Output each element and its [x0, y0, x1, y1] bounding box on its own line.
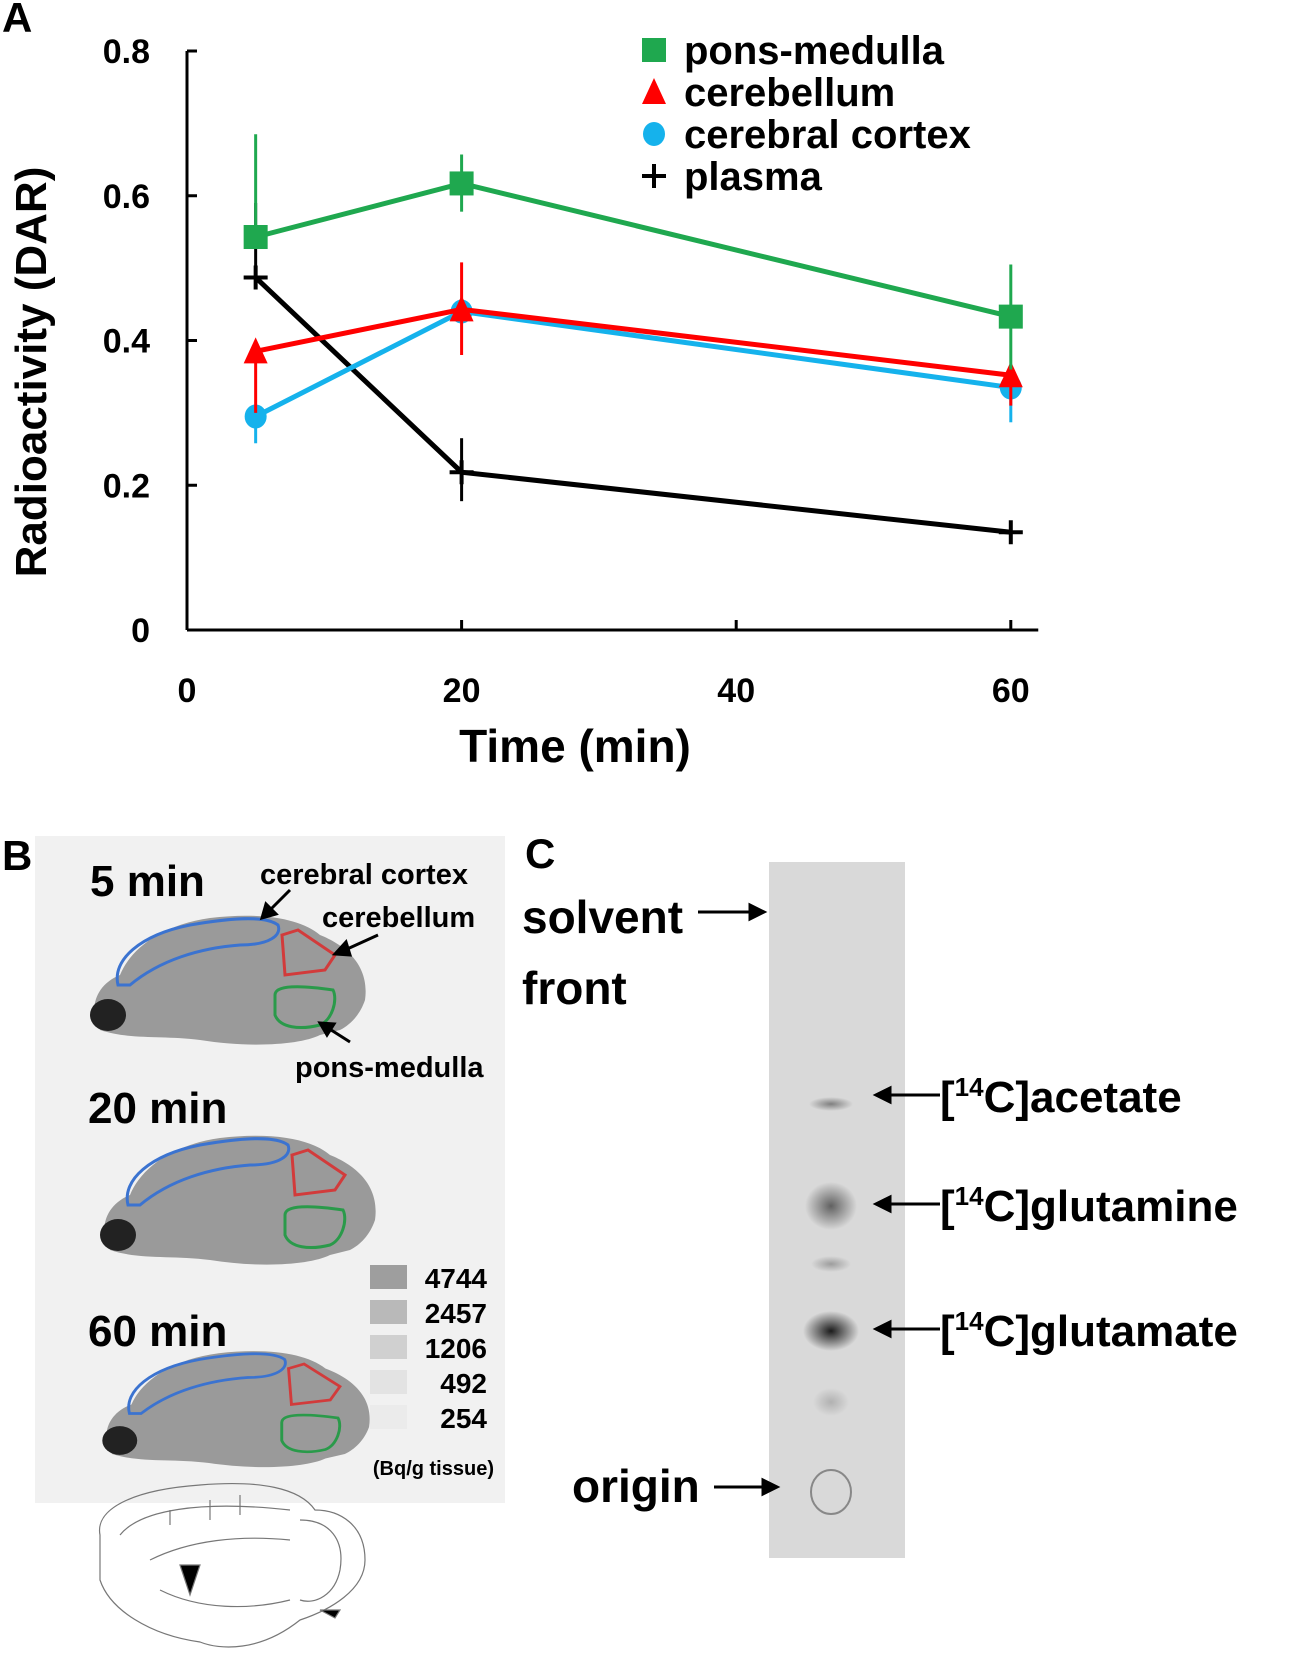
x-tick-label: 60 [992, 672, 1030, 710]
x-tick-label: 40 [717, 672, 755, 710]
brain-atlas-schematic [98, 1482, 366, 1648]
line-chart: 0 0.2 0.4 0.6 0.8 0 20 40 60 Radioactivity (DAR)… [7, 29, 1039, 772]
legend-marker-triangle [642, 78, 666, 104]
scale-value: 254 [440, 1403, 487, 1434]
y-tick-label: 0.2 [103, 467, 150, 505]
origin-label: origin [572, 1460, 700, 1512]
legend-marker-square [642, 38, 666, 62]
region-label-cortex: cerebral cortex [260, 859, 468, 891]
band-label-glutamine: [14C]glutamine [940, 1181, 1238, 1231]
data-point [243, 225, 268, 250]
scale-value: 4744 [425, 1263, 488, 1294]
spot-faint-lower [813, 1388, 849, 1416]
y-tick-label: 0.6 [103, 178, 150, 216]
chart-axes: 0 0.2 0.4 0.6 0.8 0 20 40 60 [103, 33, 1039, 710]
scale-swatch [370, 1405, 407, 1429]
y-axis-label: Radioactivity (DAR) [7, 167, 56, 578]
series-line [255, 306, 1012, 378]
x-axis-label: Time (min) [459, 720, 691, 772]
scale-unit: (Bq/g tissue) [373, 1458, 494, 1480]
data-point [998, 304, 1023, 329]
autoradiograph-panel: 5 min 20 min 60 min cerebral cortex cere… [35, 836, 505, 1648]
data-point [998, 361, 1023, 388]
panel-label-c: C [525, 830, 556, 877]
data-point [243, 265, 268, 290]
data-point [244, 404, 267, 429]
origin-spot [810, 1469, 852, 1515]
legend-label: cerebral cortex [684, 113, 971, 157]
spot-glutamate [803, 1311, 859, 1351]
series-line [253, 275, 1012, 535]
series-plasma [243, 202, 1023, 545]
y-tick-label: 0 [131, 612, 150, 650]
region-label-cerebellum: cerebellum [322, 902, 475, 934]
series-pons-medulla [243, 134, 1023, 370]
legend-marker-plus [642, 164, 666, 188]
x-tick-label: 0 [178, 672, 197, 710]
series-cerebellum [243, 262, 1023, 413]
time-label-60min: 60 min [88, 1307, 227, 1356]
solvent-front-label-line1: solvent [522, 891, 683, 943]
y-tick-label: 0.8 [103, 33, 150, 71]
data-point [449, 460, 474, 485]
series-line [255, 180, 1012, 320]
time-label-20min: 20 min [88, 1084, 227, 1133]
series-cerebral-cortex [244, 299, 1022, 444]
panel-label-a: A [2, 0, 33, 41]
panel-label-b: B [2, 832, 33, 879]
data-point [998, 520, 1023, 545]
data-point [449, 171, 474, 196]
data-point [449, 295, 474, 322]
legend-label: plasma [684, 155, 823, 199]
scale-swatch [370, 1335, 407, 1359]
scale-swatch [370, 1370, 407, 1394]
data-point [243, 337, 268, 364]
band-label-glutamate: [14C]glutamate [940, 1306, 1238, 1356]
x-tick-label: 20 [443, 672, 481, 710]
legend-marker-circle [643, 122, 665, 146]
chart-series [243, 134, 1023, 545]
tlc-arrows [698, 902, 940, 1497]
scale-swatch [370, 1300, 407, 1324]
y-tick-label: 0.4 [103, 323, 150, 361]
band-label-acetate: [14C]acetate [940, 1072, 1182, 1122]
scale-value: 2457 [425, 1298, 487, 1329]
spot-acetate [809, 1097, 853, 1111]
solvent-front-label-line2: front [522, 962, 627, 1014]
region-label-pons: pons-medulla [295, 1052, 484, 1084]
tlc-panel: solvent front origin [14C]acetate [14C]g… [522, 862, 1238, 1558]
time-label-5min: 5 min [90, 857, 205, 906]
legend-label: pons-medulla [684, 29, 945, 73]
scale-value: 1206 [425, 1333, 487, 1364]
spot-faint-band [811, 1256, 851, 1272]
spot-glutamine [805, 1182, 857, 1230]
legend-label: cerebellum [684, 71, 895, 115]
scale-value: 492 [440, 1368, 487, 1399]
intensity-scale: 4744 2457 1206 492 254 [370, 1263, 487, 1434]
scale-swatch [370, 1265, 407, 1289]
region-arrows [259, 888, 379, 1044]
